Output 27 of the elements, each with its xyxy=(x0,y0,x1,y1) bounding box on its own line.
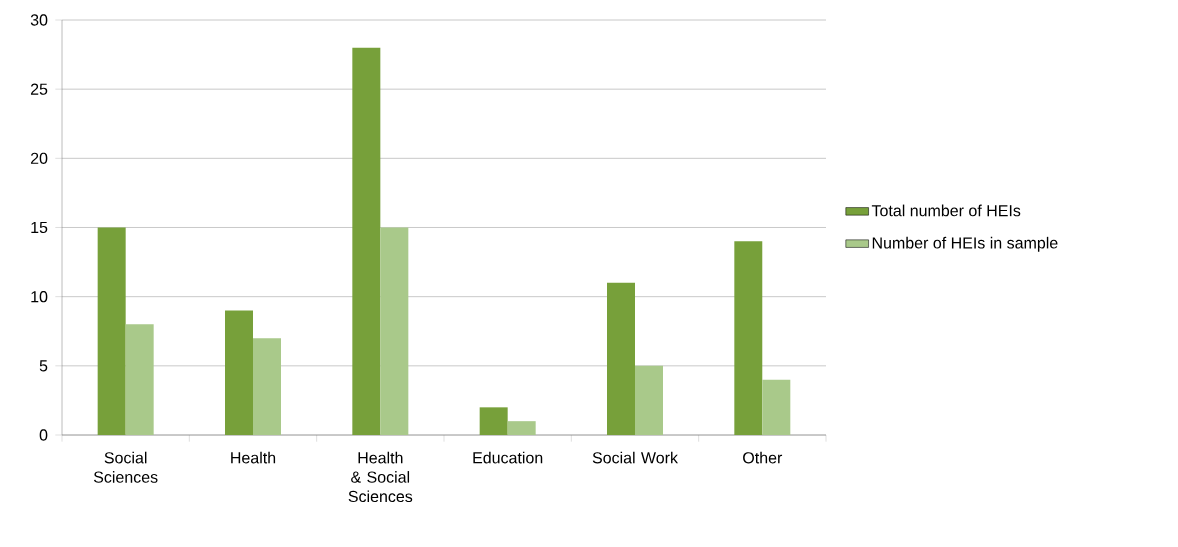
bar xyxy=(762,379,791,435)
legend-label: Number of HEIs in sample xyxy=(872,236,1058,252)
bar xyxy=(97,227,126,435)
bar xyxy=(125,324,154,435)
legend-label: Total number of HEIs xyxy=(871,204,1021,217)
x-tick-label: Health & Social Sciences xyxy=(348,451,413,503)
bar xyxy=(607,282,635,435)
x-tick-label: Education xyxy=(473,451,543,464)
bar xyxy=(352,47,381,435)
bar xyxy=(635,365,663,435)
y-tick-label: 5 xyxy=(39,360,48,372)
bar xyxy=(479,407,508,435)
y-tick-label: 10 xyxy=(31,291,48,303)
y-tick-label: 25 xyxy=(30,83,48,95)
y-tick-label: 15 xyxy=(31,221,48,234)
x-tick-label: Health xyxy=(231,451,276,464)
bar xyxy=(253,338,281,435)
y-tick-label: 20 xyxy=(30,152,48,164)
bar xyxy=(380,227,409,435)
y-tick-label: 30 xyxy=(30,14,48,26)
x-tick-label: Social Sciences xyxy=(93,451,158,483)
bar xyxy=(507,421,536,435)
y-tick-label: 0 xyxy=(39,429,48,441)
x-tick-label: Social Work xyxy=(592,451,679,464)
bar xyxy=(225,310,253,435)
bar xyxy=(734,241,763,435)
x-tick-label: Other xyxy=(743,451,783,464)
